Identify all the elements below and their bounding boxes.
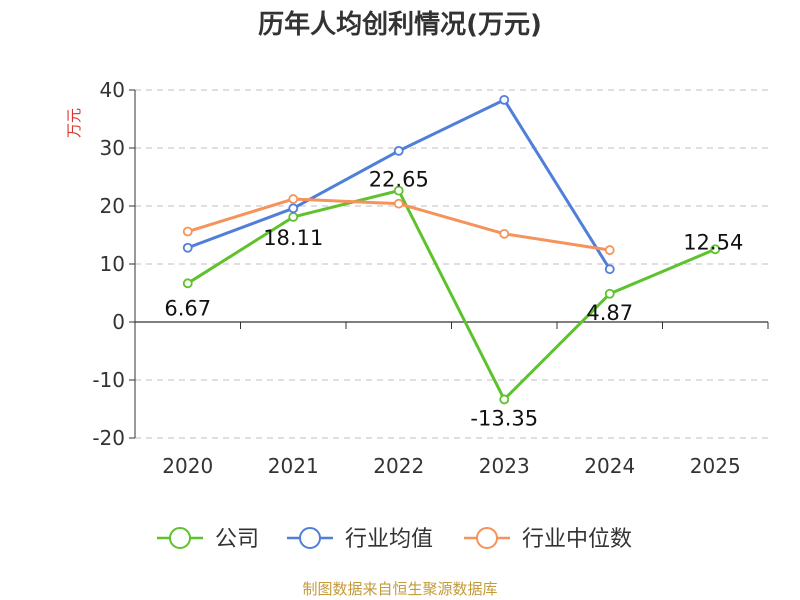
data-label: 4.87	[586, 301, 633, 325]
y-axis-title: 万元	[65, 108, 83, 138]
data-point	[182, 278, 193, 289]
legend-marker	[169, 527, 191, 549]
y-tick-label: 10	[100, 252, 125, 276]
data-label: -13.35	[470, 406, 538, 430]
data-point	[499, 94, 510, 105]
x-tick-label: 2021	[268, 454, 319, 478]
data-point	[604, 245, 615, 255]
legend-label: 公司	[215, 527, 259, 552]
x-tick-label: 2022	[373, 454, 424, 478]
legend-marker	[476, 527, 498, 549]
data-point	[288, 194, 299, 204]
data-point	[499, 394, 510, 405]
y-tick-label: -10	[92, 368, 125, 392]
y-tick-label: 40	[100, 78, 125, 102]
data-point	[604, 264, 615, 275]
x-tick-label: 2023	[479, 454, 530, 478]
legend-marker	[299, 527, 321, 549]
data-label: 22.65	[369, 168, 429, 192]
data-point	[182, 242, 193, 253]
legend-label: 行业均值	[345, 527, 433, 552]
data-label: 12.54	[683, 230, 743, 254]
x-tick-label: 2025	[690, 454, 741, 478]
y-tick-label: -20	[92, 426, 125, 450]
data-point	[710, 244, 721, 255]
legend-label: 行业中位数	[522, 527, 632, 552]
x-tick-label: 2024	[584, 454, 635, 478]
data-point	[393, 185, 404, 196]
y-tick-label: 20	[100, 194, 125, 218]
data-point	[499, 228, 510, 239]
data-source-note: 制图数据来自恒生聚源数据库	[302, 580, 498, 598]
data-point	[604, 288, 615, 299]
chart-title: 历年人均创利情况(万元)	[258, 10, 542, 40]
data-point	[288, 212, 299, 222]
y-tick-label: 0	[112, 310, 125, 334]
data-label: 6.67	[164, 296, 211, 320]
data-point	[182, 226, 193, 237]
data-point	[393, 198, 404, 209]
series-line-0	[186, 189, 716, 401]
y-tick-label: 30	[100, 136, 125, 160]
data-label: 18.11	[263, 226, 323, 250]
data-point	[288, 203, 299, 214]
x-tick-label: 2020	[162, 454, 213, 478]
data-point	[393, 145, 404, 156]
